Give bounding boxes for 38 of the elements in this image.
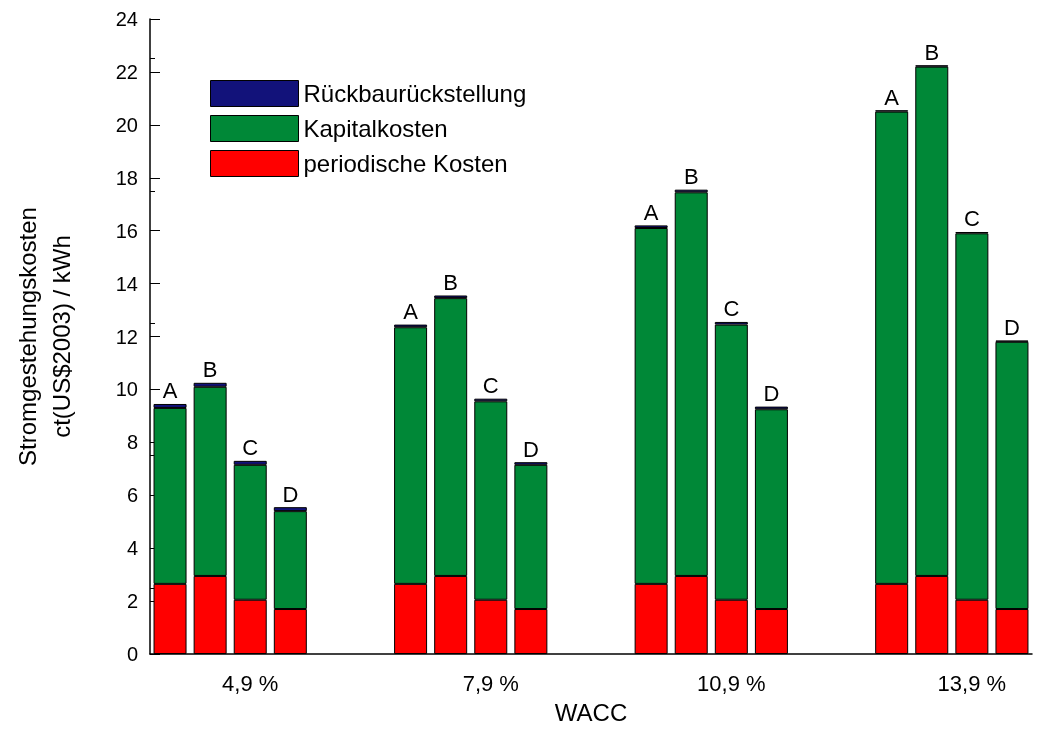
x-tick-label: B — [683, 164, 699, 190]
legend-label: Rückbaurückstellung — [303, 80, 527, 107]
x-tick-label: B — [202, 357, 218, 383]
y-tick-label: 4 — [126, 537, 138, 560]
y-tick-label: 24 — [115, 8, 138, 30]
x-tick-label: A — [403, 299, 419, 325]
x-tick-label: B — [443, 269, 459, 295]
x-tick-label: D — [763, 381, 780, 407]
y-axis-title: Stromgestehungskosten ct(US$2003) / kWh — [13, 207, 75, 466]
y-tick-label: 14 — [115, 272, 138, 295]
x-tick-label: A — [162, 378, 178, 404]
x-tick-label: D — [1004, 314, 1020, 340]
text: 7,9 % — [462, 670, 519, 696]
x-tick-label: D — [282, 481, 299, 507]
x-tick-label: D — [522, 436, 539, 462]
y-tick-label: 12 — [115, 325, 138, 348]
y-tick-label: 6 — [126, 484, 138, 507]
y-tick-label: 18 — [115, 166, 138, 189]
x-tick-label: A — [643, 199, 659, 225]
x-tick-label: C — [963, 206, 980, 232]
text: 13,9 % — [937, 670, 1007, 696]
y-tick-label: 0 — [126, 643, 138, 665]
y-tick-label: 8 — [126, 431, 138, 454]
x-tick-label: C — [723, 296, 740, 322]
y-tick-label: 22 — [115, 60, 138, 83]
text: 4,9 % — [222, 670, 279, 696]
y-tick-label: 10 — [115, 378, 138, 401]
x-tick-label: A — [884, 84, 900, 110]
x-tick-label: B — [924, 39, 940, 65]
x-tick-label: C — [242, 435, 259, 461]
text: 10,9 % — [697, 670, 766, 696]
y-tick-label: 16 — [115, 219, 138, 242]
y-tick-label: 2 — [126, 590, 138, 613]
y-tick-label: 20 — [115, 113, 138, 136]
x-axis-title: WACC — [554, 698, 628, 726]
legend-label: Kapitalkosten — [303, 115, 448, 142]
x-tick-label: C — [482, 373, 499, 399]
legend-label: periodische Kosten — [303, 150, 508, 177]
